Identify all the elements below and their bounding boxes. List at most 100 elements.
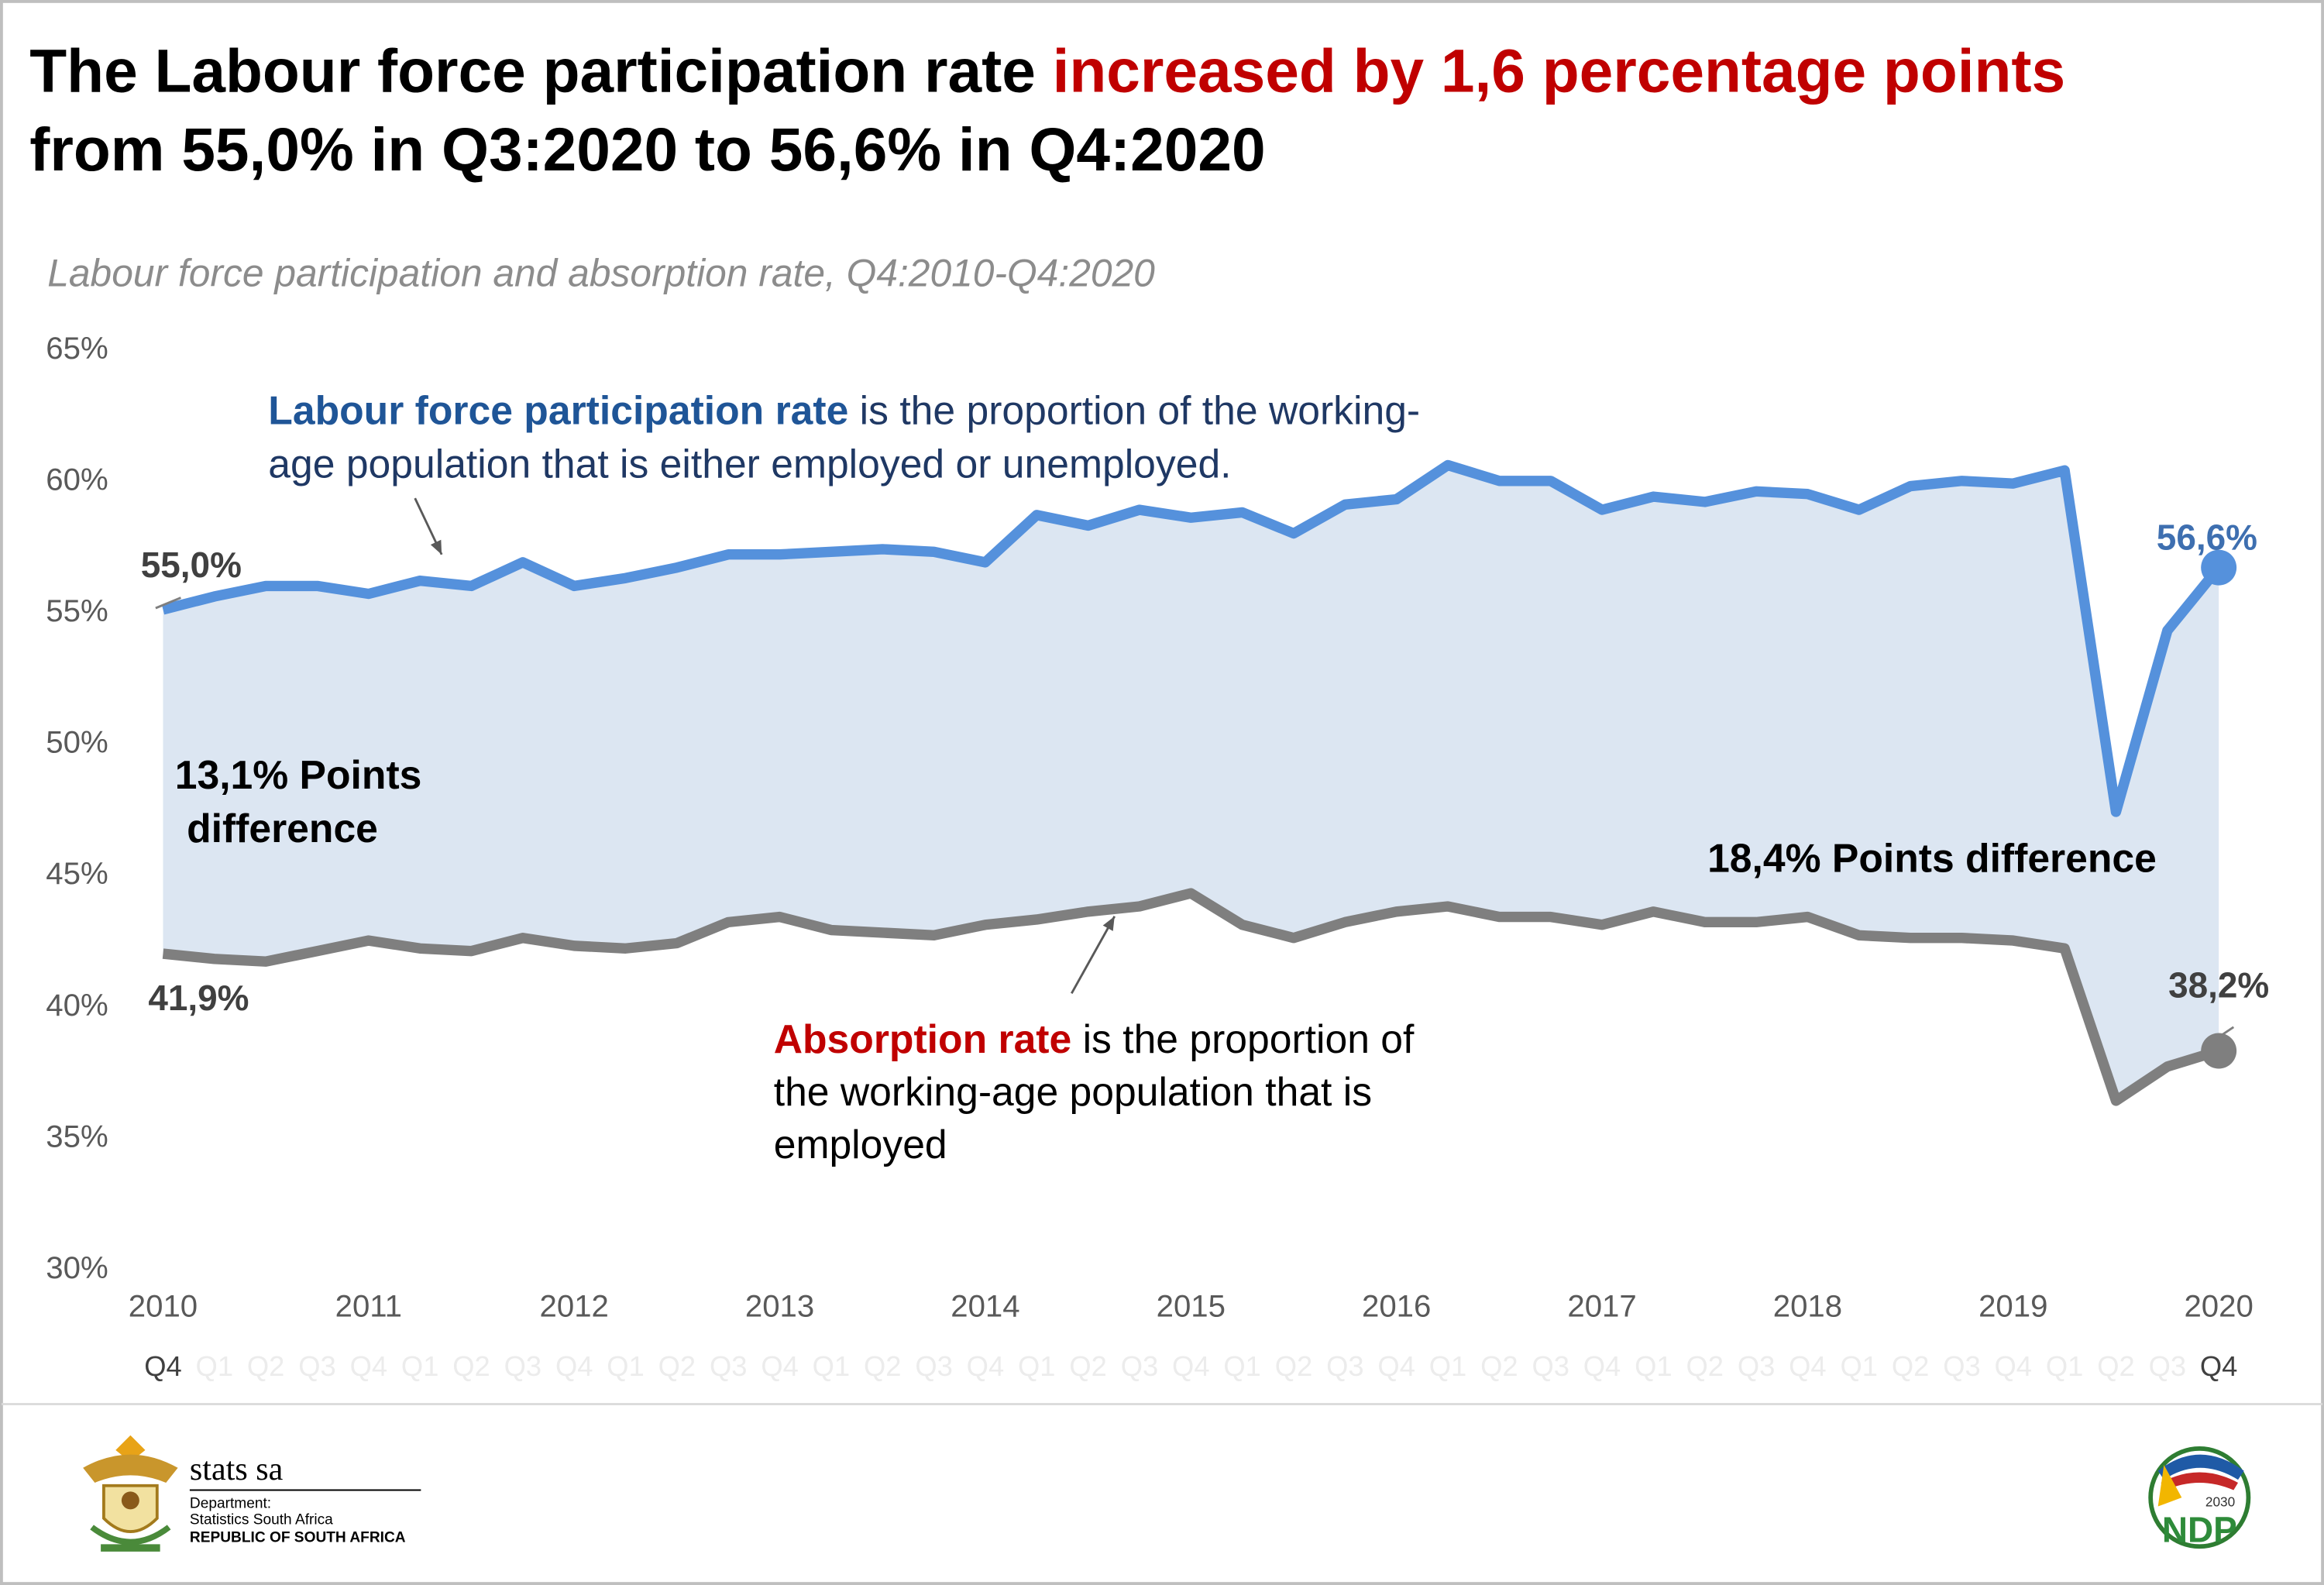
x-tick-label: Q3: [298, 1350, 335, 1382]
stats-sa-name: stats sa: [190, 1451, 284, 1487]
x-tick-label: Q4: [1583, 1350, 1621, 1382]
chart-title-line: from 55,0% in Q3:2020 to 56,6% in Q4:202…: [29, 115, 1265, 184]
republic-name: REPUBLIC OF SOUTH AFRICA: [190, 1529, 406, 1545]
x-tick-label: Q2: [247, 1350, 284, 1382]
emblem-figure: [121, 1491, 139, 1510]
x-year-label: 2013: [745, 1289, 814, 1324]
definition-text: is the proportion of: [1083, 1016, 1415, 1061]
title-highlight: increased by 1,6 percentage points: [1053, 37, 2066, 105]
annotation-arrowhead: [430, 539, 442, 555]
x-tick-label: Q2: [1480, 1350, 1518, 1382]
y-tick-label: 45%: [46, 856, 108, 891]
label-leader: [2215, 1026, 2235, 1040]
x-tick-label: Q1: [607, 1350, 644, 1382]
x-tick-label: Q3: [504, 1350, 541, 1382]
x-tick-label: Q4: [1377, 1350, 1415, 1382]
x-tick-label: Q4: [144, 1350, 181, 1382]
y-tick-label: 50%: [46, 725, 108, 760]
x-year-label: 2012: [540, 1289, 609, 1324]
x-year-label: 2018: [1773, 1289, 1842, 1324]
definition-line: employed: [774, 1122, 947, 1167]
department-label: Department:: [190, 1495, 271, 1511]
y-tick-label: 55%: [46, 593, 108, 628]
series-line: [161, 459, 2223, 817]
value-label: 38,2%: [2168, 965, 2269, 1006]
x-year-label: 2010: [129, 1289, 198, 1324]
difference-annotation: 13,1% Points: [175, 752, 422, 797]
chart-subtitle: Labour force participation and absorptio…: [47, 251, 1155, 294]
end-point: [2201, 549, 2237, 586]
x-tick-label: Q2: [1686, 1350, 1723, 1382]
annotation-arrow: [1071, 916, 1116, 995]
definition-line: age population that is either employed o…: [268, 441, 1231, 486]
x-year-label: 2014: [951, 1289, 1019, 1324]
department-name: Statistics South Africa: [190, 1512, 333, 1528]
x-tick-label: Q3: [1943, 1350, 1980, 1382]
x-year-label: 2015: [1157, 1289, 1226, 1324]
definition-line: Labour force participation rate is the p…: [268, 387, 1420, 432]
x-tick-label: Q1: [2046, 1350, 2083, 1382]
x-tick-label: Q1: [813, 1350, 850, 1382]
ndp-year: 2030: [2205, 1494, 2235, 1510]
x-tick-label: Q4: [761, 1350, 798, 1382]
y-tick-label: 35%: [46, 1119, 108, 1154]
x-tick-label: Q3: [1738, 1350, 1775, 1382]
definition-text: is the proportion of the working-: [860, 387, 1420, 432]
value-label: 55,0%: [141, 545, 242, 585]
definition-term: Labour force participation rate: [268, 387, 848, 432]
emblem-wreath: [90, 1525, 171, 1545]
ndp-flag-yellow: [2157, 1464, 2182, 1507]
label-leader: [155, 597, 181, 610]
ndp-logo: [2148, 1446, 2251, 1549]
ndp-flag-blue: [2157, 1454, 2244, 1480]
series-line: [162, 888, 2221, 1106]
x-tick-label: Q1: [1429, 1350, 1466, 1382]
x-tick-label: Q4: [967, 1350, 1004, 1382]
y-tick-label: 40%: [46, 988, 108, 1023]
y-tick-label: 65%: [46, 331, 108, 366]
x-tick-label: Q4: [1995, 1350, 2032, 1382]
x-tick-label: Q1: [1223, 1350, 1260, 1382]
x-tick-label: Q3: [1121, 1350, 1158, 1382]
x-year-label: 2016: [1362, 1289, 1431, 1324]
x-tick-label: Q1: [1018, 1350, 1055, 1382]
annotation-arrowhead: [1102, 916, 1115, 931]
x-tick-label: Q3: [915, 1350, 952, 1382]
y-tick-label: 60%: [46, 462, 108, 497]
definition-line: the working-age population that is: [774, 1069, 1372, 1114]
x-tick-label: Q1: [196, 1350, 233, 1382]
x-tick-label: Q1: [401, 1350, 438, 1382]
x-tick-label: Q2: [2097, 1350, 2134, 1382]
ndp-text: NDP: [2162, 1509, 2237, 1549]
y-tick-label: 30%: [46, 1250, 108, 1285]
x-tick-label: Q3: [710, 1350, 747, 1382]
x-tick-label: Q4: [555, 1350, 593, 1382]
x-tick-label: Q4: [1172, 1350, 1209, 1382]
stats-sa-logo: [83, 1435, 178, 1552]
x-tick-label: Q4: [2200, 1350, 2237, 1382]
x-year-label: 2017: [1567, 1289, 1636, 1324]
x-tick-label: Q3: [1326, 1350, 1363, 1382]
value-label: 41,9%: [148, 978, 249, 1018]
value-label: 56,6%: [2157, 517, 2257, 558]
x-tick-label: Q1: [1841, 1350, 1878, 1382]
definition-text: the working-age population that is: [774, 1069, 1372, 1114]
x-tick-label: Q1: [1635, 1350, 1672, 1382]
x-tick-label: Q3: [2149, 1350, 2186, 1382]
difference-annotation: difference: [187, 806, 378, 851]
chart-title: The Labour force participation rate incr…: [29, 37, 2065, 105]
x-tick-label: Q2: [452, 1350, 490, 1382]
definition-line: Absorption rate is the proportion of: [774, 1016, 1415, 1061]
x-tick-label: Q2: [1892, 1350, 1929, 1382]
x-tick-label: Q2: [864, 1350, 901, 1382]
x-tick-label: Q4: [350, 1350, 387, 1382]
ndp-flag-red: [2161, 1472, 2239, 1490]
x-year-label: 2019: [1978, 1289, 2047, 1324]
x-tick-label: Q3: [1532, 1350, 1569, 1382]
definition-text: age population that is either employed o…: [268, 441, 1231, 486]
x-tick-label: Q2: [658, 1350, 696, 1382]
x-year-label: 2020: [2184, 1289, 2253, 1324]
title-text: The Labour force participation rate: [29, 37, 1052, 105]
